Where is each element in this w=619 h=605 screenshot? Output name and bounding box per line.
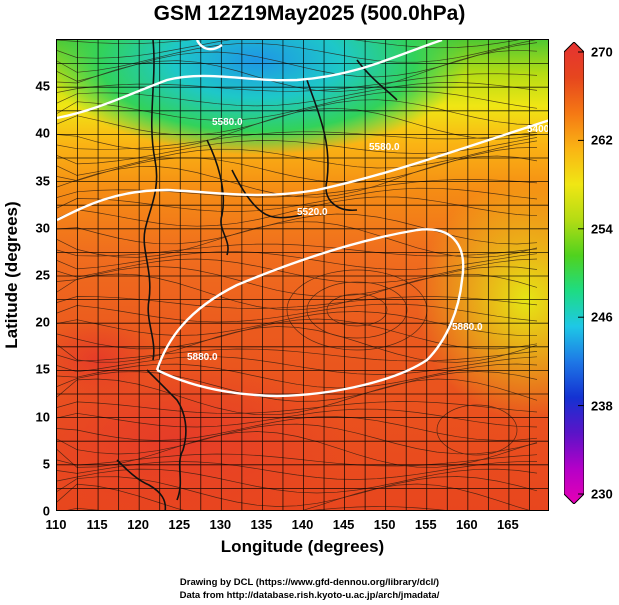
- x-tick-label: 150: [373, 517, 396, 532]
- wind-streamline: [57, 131, 538, 150]
- wind-streamline: [57, 311, 537, 336]
- wind-streamline: [57, 266, 538, 297]
- wind-streamline: [326, 293, 388, 327]
- x-tick-label: 125: [168, 517, 191, 532]
- x-tick-label: 165: [497, 517, 519, 532]
- wind-streamline: [57, 461, 538, 480]
- wind-streamline: [57, 416, 538, 441]
- wind-streamline: [57, 40, 193, 44]
- contour-label: 5520.0: [297, 207, 328, 218]
- y-tick-label: 30: [35, 220, 50, 236]
- wind-streamline: [57, 179, 538, 198]
- map-canvas: 5400.0 5520.0 5580.0 5580.0 5880.0 5880.0: [57, 40, 549, 510]
- colorbar-label: 262: [591, 132, 613, 148]
- colorbar-label: 238: [591, 398, 613, 414]
- y-tick-label: 20: [35, 314, 50, 330]
- x-tick-label: 140: [291, 517, 314, 532]
- x-tick-label: 155: [414, 517, 437, 532]
- wind-streamline: [306, 281, 408, 339]
- y-tick-label: 15: [35, 361, 50, 377]
- y-tick-label: 40: [35, 125, 50, 141]
- colorbar-label: 270: [591, 44, 613, 60]
- x-axis-title: Longitude (degrees): [220, 537, 385, 556]
- colorbar-label: 230: [591, 486, 613, 502]
- wind-streamline: [57, 423, 538, 455]
- wind-streamline: [57, 155, 538, 198]
- wind-streamline: [57, 371, 538, 402]
- contour-label: 5400.0: [527, 124, 549, 135]
- wind-streamline: [57, 401, 538, 414]
- y-tick-label: 25: [35, 267, 50, 283]
- wind-streamline: [57, 213, 538, 245]
- wind-streamline: [57, 107, 538, 150]
- contour-label: 5880.0: [452, 322, 483, 333]
- wind-streamline: [57, 40, 536, 73]
- wind-streamline: [57, 187, 538, 212]
- wind-streamline: [57, 378, 538, 416]
- wind-streamline: [57, 348, 538, 362]
- y-axis-title: Latitude (degrees): [2, 201, 21, 349]
- x-tick-label: 120: [127, 517, 150, 532]
- contour-label: 5880.0: [187, 352, 218, 363]
- wind-streamline: [57, 258, 538, 284]
- chart-title: GSM 12Z19May2025 (500.0hPa): [153, 2, 466, 25]
- wind-streamline: [57, 243, 538, 257]
- wind-streamline: [57, 453, 538, 467]
- x-tick-label: 110: [45, 517, 67, 532]
- colorbar: [564, 42, 584, 504]
- x-tick-label: 145: [332, 517, 355, 532]
- x-tick-label: 135: [250, 517, 273, 532]
- y-tick-label: 35: [35, 173, 50, 189]
- wind-streamline: [57, 40, 520, 59]
- x-tick-label: 115: [86, 517, 108, 532]
- wind-streamline: [57, 356, 538, 375]
- x-tick-label: 130: [209, 517, 232, 532]
- contour-label: 5580.0: [369, 142, 400, 153]
- wind-streamline: [57, 326, 538, 363]
- map-plot-area[interactable]: 5400.0 5520.0 5580.0 5580.0 5880.0 5880.0: [56, 39, 549, 511]
- wind-streamline: [57, 82, 538, 107]
- y-tick-label: 10: [35, 409, 50, 425]
- wind-streamline: [57, 273, 538, 311]
- credit-drawing: Drawing by DCL (https://www.gfd-dennou.o…: [179, 577, 440, 588]
- wind-streamline: [57, 408, 538, 428]
- contour-label: 5580.0: [212, 117, 243, 128]
- x-tick-label: 160: [455, 517, 478, 532]
- colorbar-label: 246: [591, 309, 613, 325]
- wind-streamline: [57, 221, 538, 258]
- wind-streamline: [57, 73, 538, 93]
- credit-data: Data from http://database.rish.kyoto-u.a…: [179, 590, 440, 601]
- wind-streamline: [57, 468, 538, 494]
- y-tick-label: 45: [35, 78, 50, 94]
- y-tick-label: 5: [42, 456, 50, 472]
- colorbar-label: 254: [591, 221, 613, 237]
- y-tick-label: 0: [42, 503, 50, 519]
- wind-streamline: [57, 251, 538, 270]
- wind-streamline: [436, 404, 518, 456]
